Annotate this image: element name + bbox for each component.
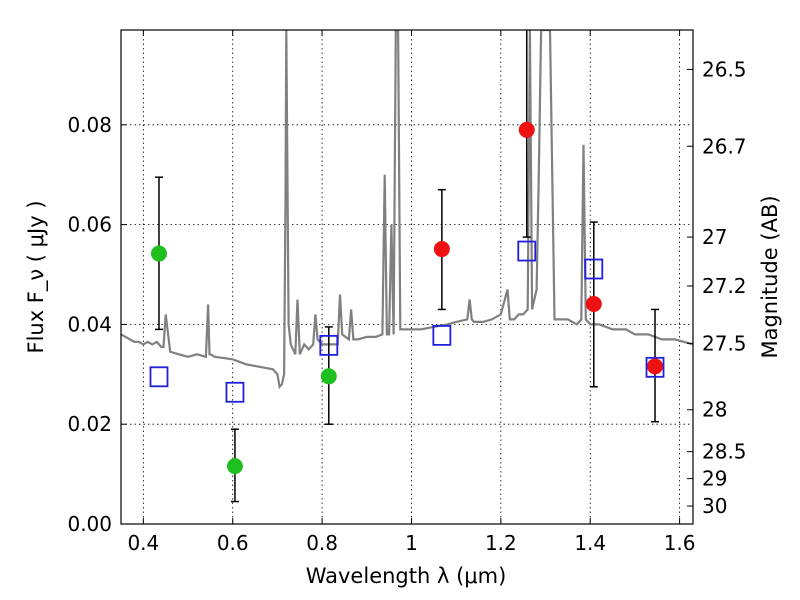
- right-tick-label: 26.5: [702, 57, 747, 81]
- green-point: [320, 368, 337, 385]
- x-tick-label: 0.4: [127, 531, 159, 555]
- blue-square-point: [149, 366, 169, 388]
- y-tick-label: 0.06: [67, 213, 112, 237]
- right-tick-label: 28.5: [702, 440, 747, 464]
- plot-area: [121, 30, 693, 503]
- right-tick-label: 26.7: [702, 134, 747, 158]
- y-tick-label: 0.08: [67, 113, 112, 137]
- right-tick-label: 27: [702, 225, 727, 249]
- green-point: [150, 245, 167, 262]
- y-tick-label: 0.02: [67, 412, 112, 436]
- right-tick-label: 29: [702, 467, 727, 491]
- x-tick-label: 0.8: [306, 531, 338, 555]
- red-point: [518, 121, 535, 138]
- right-tick-label: 27.5: [702, 331, 747, 355]
- axes: 0.4 0.6 0.8 1 1.2 1.4 1.6 0.00 0.02 0.04 0.06 0.08 2…: [67, 30, 747, 555]
- blue-square-point: [432, 324, 452, 346]
- y-tick-label: 0.04: [67, 312, 112, 336]
- y-axis-label: Flux F_ν ( μJy ): [24, 200, 49, 353]
- blue-square-point: [319, 334, 339, 356]
- grid: [121, 30, 693, 525]
- x-axis-label: Wavelength λ (μm): [306, 564, 507, 588]
- right-tick-label: 27.2: [702, 274, 747, 298]
- template-spectrum-line: [121, 30, 693, 390]
- right-axis-label: Magnitude (AB): [758, 195, 782, 358]
- blue-square-point: [517, 240, 537, 262]
- x-tick-label: 1.2: [485, 531, 517, 555]
- red-point: [433, 241, 450, 258]
- x-tick-label: 1.6: [664, 531, 696, 555]
- x-tick-label: 1: [405, 531, 418, 555]
- blue-square-point: [225, 381, 245, 403]
- red-point: [647, 358, 664, 375]
- green-point: [226, 458, 243, 475]
- x-tick-label: 0.6: [217, 531, 249, 555]
- x-tick-label: 1.4: [574, 531, 606, 555]
- blue-square-point: [584, 258, 604, 280]
- plot-frame: [120, 29, 694, 525]
- y-tick-label: 0.00: [67, 512, 112, 536]
- right-tick-label: 28: [702, 398, 727, 422]
- right-tick-label: 30: [702, 494, 727, 518]
- blue-square-point: [645, 356, 665, 378]
- red-point: [585, 295, 602, 312]
